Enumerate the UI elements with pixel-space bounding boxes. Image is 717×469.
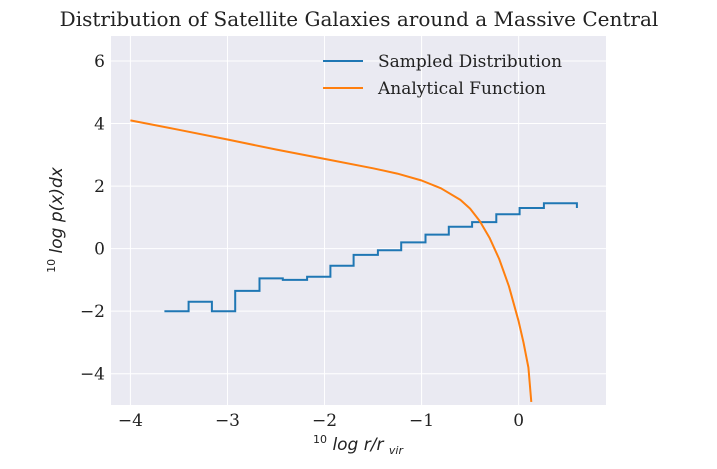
x-axis-label-main: log r/r <box>332 435 384 455</box>
series-sampled-distribution <box>164 202 578 313</box>
y-axis-label-main: log p(x)dx <box>47 166 67 253</box>
x-tick-label: −1 <box>409 411 434 431</box>
series-layer <box>130 119 578 402</box>
y-axis-label: 10 log p(x)dx <box>40 166 67 273</box>
y-tick-label: 4 <box>94 115 105 135</box>
y-tick-labels: −4 −2 0 2 4 6 <box>80 52 105 385</box>
x-axis-label-sub: vir <box>389 444 405 457</box>
chart-title: Distribution of Satellite Galaxies aroun… <box>60 7 659 31</box>
x-tick-label: −2 <box>312 411 337 431</box>
x-axis-label-base: 10 <box>313 433 327 446</box>
legend-label-sampled: Sampled Distribution <box>378 52 562 72</box>
x-tick-labels: −4 −3 −2 −1 0 <box>118 411 524 431</box>
x-tick-label: 0 <box>513 411 524 431</box>
y-tick-label: 2 <box>94 177 105 197</box>
x-axis-label: 10 log r/r vir <box>313 428 404 457</box>
legend-label-analytical: Analytical Function <box>377 79 546 99</box>
series-analytical-function <box>130 119 533 402</box>
y-tick-label: −2 <box>80 302 105 322</box>
x-tick-label: −3 <box>215 411 240 431</box>
legend: Sampled Distribution Analytical Function <box>323 52 562 99</box>
y-axis-label-base: 10 <box>45 259 58 273</box>
y-tick-label: −4 <box>80 365 105 385</box>
y-tick-label: 6 <box>94 52 105 72</box>
y-tick-label: 0 <box>94 240 105 260</box>
x-tick-label: −4 <box>118 411 143 431</box>
